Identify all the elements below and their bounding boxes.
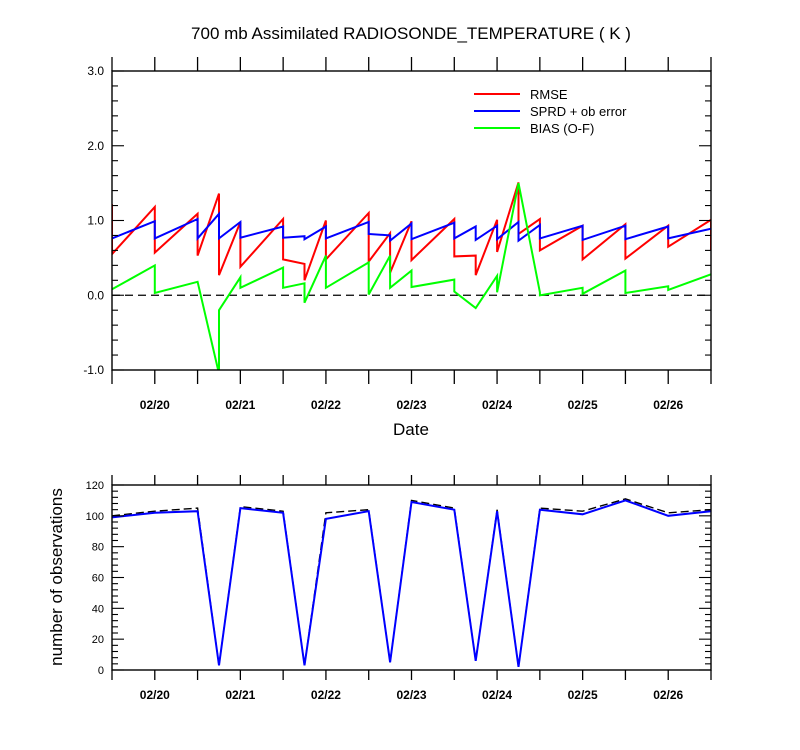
y-tick-label: 0 xyxy=(98,665,104,677)
x-tick-label: 02/26 xyxy=(653,688,683,702)
y-tick-label: 120 xyxy=(86,480,104,492)
y-tick-label: 40 xyxy=(92,603,104,615)
x-tick-label: 02/22 xyxy=(311,688,341,702)
x-tick-label: 02/21 xyxy=(225,688,255,702)
x-tick-label: 02/23 xyxy=(396,398,426,412)
y-tick-label: 3.0 xyxy=(87,64,104,78)
top-axes: -1.0 0.0 1.0 2.0 3.0 02/20 02/21 02/22 02/23 02/2… xyxy=(83,57,712,412)
x-tick-label: 02/25 xyxy=(568,398,598,412)
y-tick-label: 80 xyxy=(92,542,104,554)
x-tick-label: 02/23 xyxy=(396,688,426,702)
x-tick-label: 02/26 xyxy=(653,398,683,412)
top-plot-area xyxy=(112,182,711,370)
legend: RMSE SPRD + ob error BIAS (O-F) xyxy=(474,87,627,136)
y-tick-label: -1.0 xyxy=(83,363,104,377)
y-tick-label: 100 xyxy=(86,511,104,523)
legend-label-bias-o-f: BIAS (O-F) xyxy=(530,121,594,136)
y-tick-label: 60 xyxy=(92,573,104,585)
bottom-plot-area xyxy=(112,498,711,668)
x-axis-title: Date xyxy=(393,420,429,439)
x-tick-label: 02/20 xyxy=(140,688,170,702)
x-tick-label: 02/20 xyxy=(140,398,170,412)
bottom-axes: 0 20 40 60 80 100 120 02/20 02/21 02/22 02/23 02/24… xyxy=(86,475,712,702)
y-tick-label: 2.0 xyxy=(87,139,104,153)
chart-title: 700 mb Assimilated RADIOSONDE_TEMPERATUR… xyxy=(191,24,631,43)
x-tick-label: 02/22 xyxy=(311,398,341,412)
bottom-y-axis-title: number of observations xyxy=(47,488,66,666)
series-line-assimilated-observations xyxy=(112,499,711,668)
x-tick-label: 02/21 xyxy=(225,398,255,412)
y-tick-label: 20 xyxy=(92,634,104,646)
x-tick-label: 02/25 xyxy=(568,688,598,702)
x-tick-label: 02/24 xyxy=(482,398,512,412)
plot-frame xyxy=(111,484,712,671)
y-tick-label: 0.0 xyxy=(87,288,104,302)
x-tick-label: 02/24 xyxy=(482,688,512,702)
series-line-sprd-ob-error xyxy=(112,211,711,243)
y-tick-label: 1.0 xyxy=(87,214,104,228)
series-line-possible-observations xyxy=(112,498,711,667)
legend-label-rmse: RMSE xyxy=(530,87,568,102)
legend-label-sprd-ob-error: SPRD + ob error xyxy=(530,104,627,119)
series-line-bias-o-f xyxy=(112,182,711,370)
